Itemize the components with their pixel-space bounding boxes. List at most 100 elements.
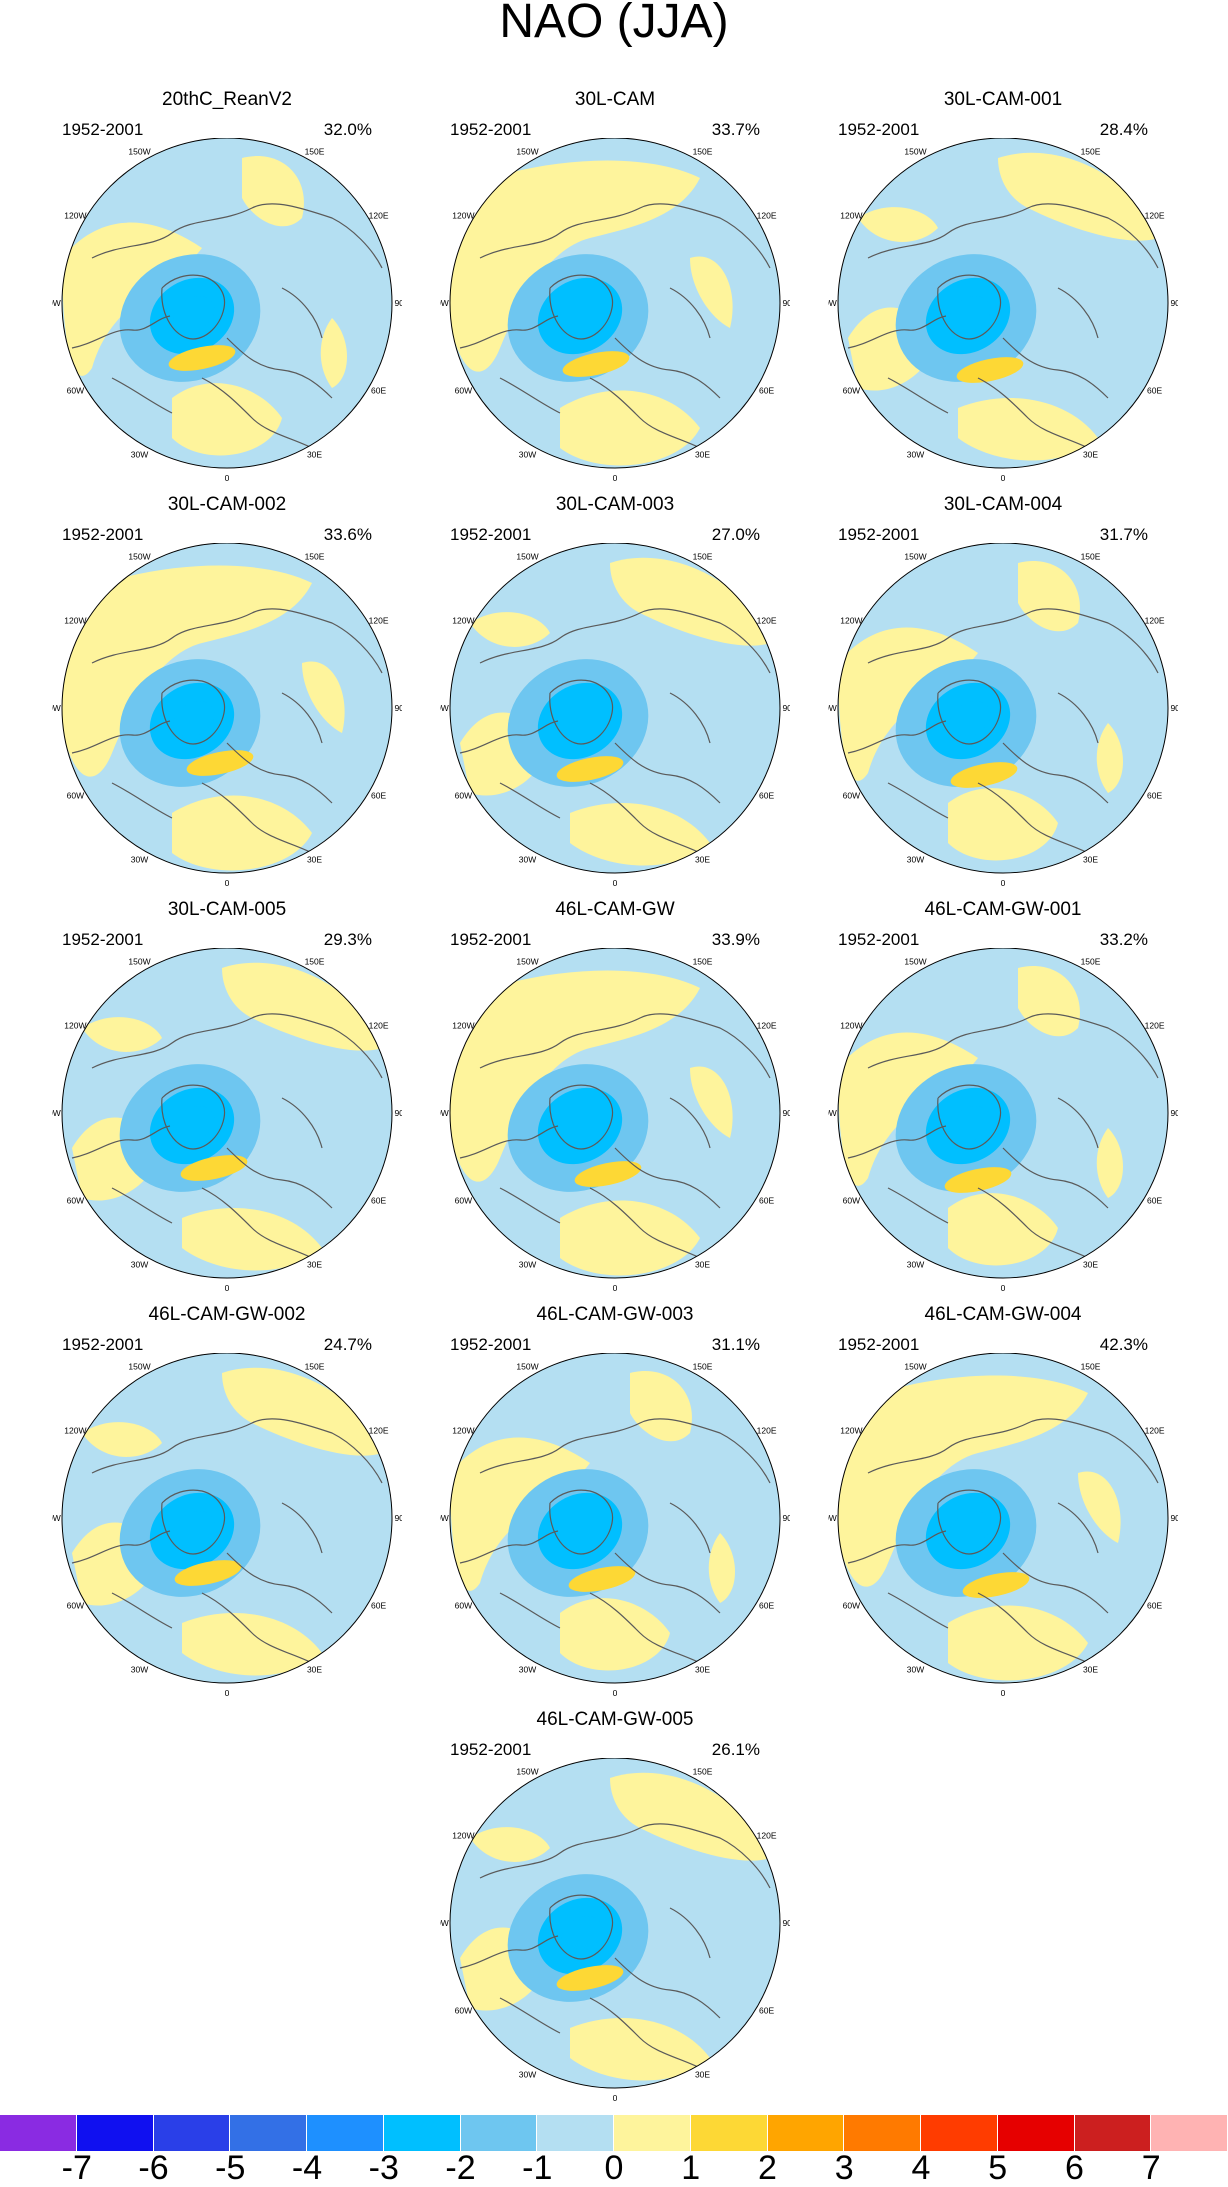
longitude-label: 120E — [369, 211, 389, 221]
panel-period: 1952-2001 — [450, 1335, 532, 1354]
colorbar-labels: -7 -6 -5 -4 -3 -2 -1 0 1 2 3 4 5 6 7 — [0, 2150, 1228, 2186]
colorbar-swatch — [307, 2115, 384, 2151]
panel-title: 30L-CAM-005 — [167, 899, 287, 920]
panel-period: 1952-2001 — [838, 1335, 920, 1354]
longitude-label: 90W — [440, 1918, 449, 1928]
longitude-label: 30E — [307, 450, 322, 460]
panel-period: 1952-2001 — [838, 120, 920, 139]
map-container: 180150E120E90E60E30E030W60W90W120W150W — [819, 1338, 1186, 1718]
map-container: 180150E120E90E60E30E030W60W90W120W150W — [43, 1338, 410, 1718]
colorbar-label: 6 — [1065, 2149, 1084, 2187]
longitude-label: 90E — [782, 1513, 790, 1523]
colorbar-swatch — [921, 2115, 998, 2151]
colorbar-label: 1 — [681, 2149, 701, 2187]
longitude-label: 30E — [695, 1260, 710, 1270]
polar-map: 180150E120E90E60E30E030W60W90W120W150W — [431, 528, 798, 888]
longitude-label: 150W — [516, 146, 538, 156]
longitude-label: 60W — [67, 386, 84, 396]
map-container: 180150E120E90E60E30E030W60W90W120W150W — [43, 933, 410, 1313]
panel-variance: 24.7% — [323, 1335, 372, 1354]
longitude-label: 150W — [904, 1361, 926, 1371]
longitude-label: 0 — [613, 1283, 618, 1293]
panel-period: 1952-2001 — [450, 1740, 532, 1759]
longitude-label: 0 — [1001, 1688, 1006, 1698]
panel-period: 1952-2001 — [62, 120, 144, 139]
longitude-label: 120W — [452, 1021, 474, 1031]
longitude-label: 0 — [613, 1688, 618, 1698]
longitude-label: 30W — [519, 450, 536, 460]
longitude-label: 120W — [452, 1831, 474, 1841]
panel-title: 46L-CAM-GW-005 — [536, 1709, 694, 1730]
longitude-label: 120E — [1145, 211, 1165, 221]
map-container: 180150E120E90E60E30E030W60W90W120W150W — [819, 123, 1186, 503]
longitude-label: 0 — [225, 473, 230, 483]
map-container: 180150E120E90E60E30E030W60W90W120W150W — [43, 528, 410, 908]
longitude-label: 150E — [305, 551, 325, 561]
longitude-label: 150W — [128, 1361, 150, 1371]
longitude-label: 0 — [613, 2093, 618, 2103]
colorbar-swatch — [767, 2115, 845, 2151]
longitude-label: 60W — [67, 1601, 84, 1611]
longitude-label: 60W — [455, 791, 472, 801]
longitude-label: 30W — [519, 855, 536, 865]
longitude-label: 60W — [843, 1196, 860, 1206]
longitude-label: 120E — [757, 1831, 777, 1841]
longitude-label: 150E — [693, 146, 713, 156]
map-container: 180150E120E90E60E30E030W60W90W120W150W — [431, 528, 798, 908]
longitude-label: 120W — [64, 616, 86, 626]
colorbar-label: 3 — [834, 2149, 854, 2187]
polar-map: 180150E120E90E60E30E030W60W90W120W150W — [819, 528, 1186, 888]
polar-map: 180150E120E90E60E30E030W60W90W120W150W — [43, 933, 410, 1293]
longitude-label: 30E — [695, 1665, 710, 1675]
figure-title: NAO (JJA) — [499, 0, 729, 48]
longitude-label: 120E — [369, 1426, 389, 1436]
longitude-label: 90E — [394, 1513, 402, 1523]
colorbar-label: -4 — [291, 2149, 323, 2187]
longitude-label: 120W — [840, 1426, 862, 1436]
panel-title: 30L-CAM-004 — [943, 494, 1063, 515]
longitude-label: 60W — [455, 1196, 472, 1206]
longitude-label: 150W — [516, 956, 538, 966]
colorbar-swatch — [230, 2115, 307, 2151]
longitude-label: 60E — [371, 791, 386, 801]
longitude-label: 120E — [757, 211, 777, 221]
longitude-label: 30W — [519, 1260, 536, 1270]
colorbar-label: 4 — [911, 2149, 931, 2187]
panel-variance: 31.7% — [1099, 525, 1148, 544]
longitude-label: 90E — [1170, 1108, 1178, 1118]
longitude-label: 90W — [52, 703, 61, 713]
panel-period: 1952-2001 — [450, 120, 532, 139]
longitude-label: 150W — [904, 551, 926, 561]
longitude-label: 120W — [64, 1426, 86, 1436]
longitude-label: 60E — [759, 791, 774, 801]
longitude-label: 150W — [128, 551, 150, 561]
panel-title: 30L-CAM — [574, 89, 656, 110]
colorbar-swatch — [460, 2115, 538, 2151]
longitude-label: 90E — [1170, 298, 1178, 308]
longitude-label: 120E — [1145, 1426, 1165, 1436]
panel-period: 1952-2001 — [62, 525, 144, 544]
map-panel: 30L-CAM-004 1952-2001 31.7%180150E120E90E6… — [819, 493, 1186, 888]
colorbar-label: 0 — [604, 2149, 624, 2187]
longitude-label: 30E — [307, 1665, 322, 1675]
longitude-label: 150E — [693, 1766, 713, 1776]
longitude-label: 60E — [759, 386, 774, 396]
panel-title: 46L-CAM-GW-004 — [924, 1304, 1082, 1325]
longitude-label: 60W — [67, 1196, 84, 1206]
longitude-label: 120W — [840, 211, 862, 221]
panel-title: 46L-CAM-GW-001 — [924, 899, 1082, 920]
panel-variance: 42.3% — [1099, 1335, 1148, 1354]
longitude-label: 150W — [516, 551, 538, 561]
panel-period: 1952-2001 — [838, 525, 920, 544]
colorbar-swatch — [76, 2115, 154, 2151]
panel-variance: 27.0% — [711, 525, 760, 544]
longitude-label: 90W — [440, 1513, 449, 1523]
map-panel: 46L-CAM-GW-0051952-200126.1%180150E120E9… — [431, 1708, 798, 2103]
longitude-label: 60W — [843, 791, 860, 801]
panel-variance: 32.0% — [323, 120, 372, 139]
map-container: 180150E120E90E60E30E030W60W90W120W150W — [431, 123, 798, 503]
longitude-label: 30E — [695, 855, 710, 865]
map-panel: 46L-CAM-GW-0011952-200133.2%180150E120E9… — [819, 898, 1186, 1293]
longitude-label: 60E — [759, 1196, 774, 1206]
panel-title: 46L-CAM-GW — [555, 899, 675, 920]
